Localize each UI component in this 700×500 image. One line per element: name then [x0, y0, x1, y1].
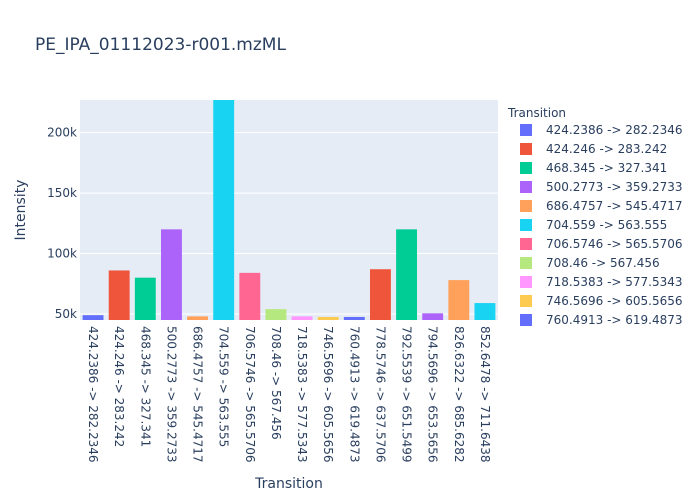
legend: 424.2386 -> 282.2346 424.246 -> 283.242 46… — [520, 123, 683, 327]
y-tick-label: 150k — [47, 186, 77, 200]
x-tick-label: 826.6322 -> 685.6282 — [452, 326, 466, 463]
legend-label[interactable]: 760.4913 -> 619.4873 — [546, 313, 683, 327]
x-tick-label: 500.2773 -> 359.2733 — [164, 326, 178, 463]
bar[interactable] — [239, 272, 261, 320]
legend-label[interactable]: 708.46 -> 567.456 — [546, 256, 660, 270]
bar[interactable] — [82, 315, 104, 320]
legend-label[interactable]: 746.5696 -> 605.5656 — [546, 294, 683, 308]
x-tick-label: 718.5383 -> 577.5343 — [295, 326, 309, 463]
bar[interactable] — [265, 309, 287, 320]
legend-title: Transition — [507, 106, 566, 120]
legend-label[interactable]: 468.345 -> 327.341 — [546, 161, 667, 175]
x-tick-label: 706.5746 -> 565.5706 — [243, 326, 257, 463]
bar[interactable] — [343, 316, 365, 320]
legend-swatch[interactable] — [520, 295, 532, 307]
legend-label[interactable]: 704.559 -> 563.555 — [546, 218, 667, 232]
bar[interactable] — [317, 316, 339, 320]
bar[interactable] — [396, 229, 418, 320]
legend-swatch[interactable] — [520, 124, 532, 136]
legend-swatch[interactable] — [520, 200, 532, 212]
y-tick-label: 50k — [55, 307, 77, 321]
legend-label[interactable]: 718.5383 -> 577.5343 — [546, 275, 683, 289]
x-tick-label: 852.6478 -> 711.6438 — [478, 326, 492, 463]
legend-label[interactable]: 424.246 -> 283.242 — [546, 142, 667, 156]
legend-swatch[interactable] — [520, 162, 532, 174]
x-tick-label: 468.345 -> 327.341 — [138, 326, 152, 447]
bar[interactable] — [134, 277, 156, 320]
y-tick-label: 100k — [47, 247, 77, 261]
x-tick-label: 424.2386 -> 282.2346 — [86, 326, 100, 463]
legend-swatch[interactable] — [520, 238, 532, 250]
y-axis-title: Intensity — [13, 180, 29, 241]
y-tick-labels: 50k 100k 150k 200k — [47, 126, 77, 321]
bars — [82, 100, 496, 320]
bar[interactable] — [369, 269, 391, 320]
legend-swatch[interactable] — [520, 276, 532, 288]
legend-swatch[interactable] — [520, 181, 532, 193]
x-axis-title: Transition — [254, 476, 323, 492]
x-tick-label: 792.5539 -> 651.5499 — [400, 326, 414, 463]
x-tick-label: 760.4913 -> 619.4873 — [347, 326, 361, 463]
bar[interactable] — [291, 316, 313, 320]
x-tick-label: 794.5696 -> 653.5656 — [426, 326, 440, 463]
x-tick-label: 778.5746 -> 637.5706 — [373, 326, 387, 463]
legend-swatch[interactable] — [520, 143, 532, 155]
y-tick-label: 200k — [47, 126, 77, 140]
x-tick-label: 686.4757 -> 545.4717 — [191, 326, 205, 463]
legend-label[interactable]: 706.5746 -> 565.5706 — [546, 237, 683, 251]
bar[interactable] — [213, 100, 235, 320]
legend-swatch[interactable] — [520, 314, 532, 326]
bar[interactable] — [108, 270, 130, 320]
x-tick-label: 746.5696 -> 605.5656 — [321, 326, 335, 463]
bar[interactable] — [448, 280, 470, 320]
legend-label[interactable]: 686.4757 -> 545.4717 — [546, 199, 683, 213]
x-tick-label: 704.559 -> 563.555 — [217, 326, 231, 447]
legend-label[interactable]: 500.2773 -> 359.2733 — [546, 180, 683, 194]
bar[interactable] — [474, 303, 496, 320]
x-tick-label: 708.46 -> 567.456 — [269, 326, 283, 440]
legend-swatch[interactable] — [520, 257, 532, 269]
bar[interactable] — [160, 229, 182, 320]
x-tick-labels: 424.2386 -> 282.2346 424.246 -> 283.242 46… — [86, 326, 492, 463]
legend-label[interactable]: 424.2386 -> 282.2346 — [546, 123, 683, 137]
chart-title: PE_IPA_01112023-r001.mzML — [35, 35, 286, 55]
legend-swatch[interactable] — [520, 219, 532, 231]
bar[interactable] — [422, 313, 444, 320]
bar[interactable] — [187, 316, 209, 320]
x-tick-label: 424.246 -> 283.242 — [112, 326, 126, 447]
